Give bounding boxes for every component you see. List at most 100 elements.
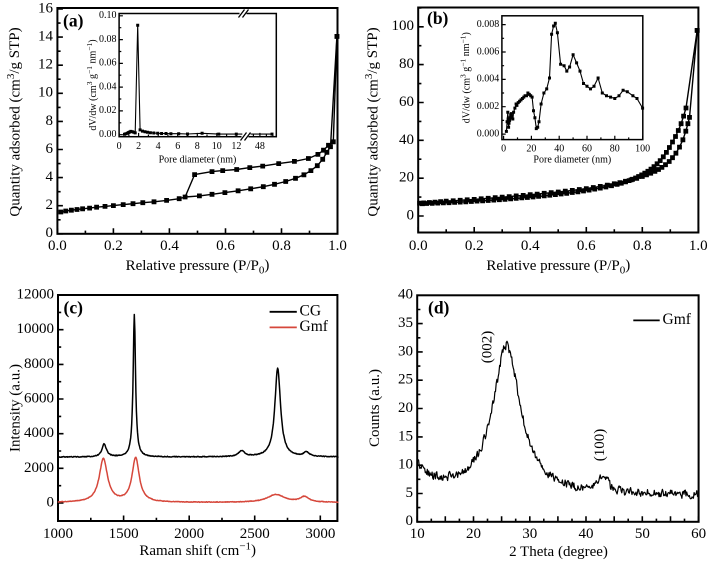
svg-text:8000: 8000 — [24, 356, 54, 372]
svg-text:Relative pressure (P/P0): Relative pressure (P/P0) — [126, 258, 270, 276]
svg-text:3000: 3000 — [305, 526, 335, 542]
svg-text:0.04: 0.04 — [99, 81, 117, 92]
svg-text:0.10: 0.10 — [99, 10, 117, 21]
svg-text:6: 6 — [175, 141, 180, 152]
svg-text:Gmf: Gmf — [663, 311, 692, 328]
svg-text:1500: 1500 — [109, 526, 139, 542]
svg-text:Quantity adsorbed (cm3/g STP): Quantity adsorbed (cm3/g STP) — [5, 27, 24, 216]
svg-text:60: 60 — [691, 526, 706, 542]
svg-text:Pore diameter (nm): Pore diameter (nm) — [159, 154, 237, 165]
svg-text:Raman shift (cm−1): Raman shift (cm−1) — [139, 540, 256, 559]
svg-text:2500: 2500 — [240, 526, 270, 542]
svg-text:0.6: 0.6 — [577, 238, 596, 254]
svg-text:1.0: 1.0 — [689, 238, 708, 254]
svg-text:35: 35 — [398, 315, 413, 331]
svg-text:12: 12 — [231, 141, 241, 152]
svg-text:0.2: 0.2 — [465, 238, 484, 254]
svg-text:100: 100 — [635, 143, 650, 154]
svg-text:0.0: 0.0 — [409, 238, 428, 254]
svg-text:6: 6 — [46, 141, 54, 157]
svg-text:dV/dw (cm3 g−1 nm−1): dV/dw (cm3 g−1 nm−1) — [458, 32, 472, 123]
svg-text:1000: 1000 — [43, 526, 73, 542]
svg-text:100: 100 — [392, 18, 415, 34]
svg-text:0.00: 0.00 — [99, 129, 117, 140]
svg-text:(002): (002) — [479, 331, 495, 364]
svg-text:Gmf: Gmf — [300, 318, 329, 335]
svg-text:2000: 2000 — [174, 526, 204, 542]
svg-text:0: 0 — [46, 225, 54, 241]
svg-text:80: 80 — [610, 143, 620, 154]
svg-text:80: 80 — [399, 56, 414, 72]
svg-text:0.006: 0.006 — [477, 46, 500, 57]
svg-text:0.8: 0.8 — [272, 238, 291, 254]
svg-text:Quantity adsorbed (cm3/g STP): Quantity adsorbed (cm3/g STP) — [363, 27, 382, 216]
svg-text:4: 4 — [46, 169, 54, 185]
svg-text:10000: 10000 — [17, 321, 55, 337]
svg-text:Intensity (a.u.): Intensity (a.u.) — [7, 364, 23, 452]
svg-text:(a): (a) — [63, 11, 84, 31]
svg-text:0.0: 0.0 — [48, 238, 67, 254]
svg-text:4000: 4000 — [24, 425, 54, 441]
svg-text:5: 5 — [406, 485, 414, 501]
svg-text:30: 30 — [398, 343, 413, 359]
svg-text:12: 12 — [38, 57, 53, 73]
svg-text:(b): (b) — [427, 8, 449, 28]
svg-text:0.000: 0.000 — [477, 128, 500, 139]
svg-text:48: 48 — [255, 141, 265, 152]
svg-text:14: 14 — [38, 29, 54, 45]
svg-text:40: 40 — [579, 526, 594, 542]
svg-text:60: 60 — [399, 94, 414, 110]
svg-text:0: 0 — [47, 494, 55, 510]
svg-text:0.2: 0.2 — [104, 238, 123, 254]
svg-text:20: 20 — [399, 170, 414, 186]
svg-text:8: 8 — [46, 113, 54, 129]
svg-text:25: 25 — [398, 372, 413, 388]
svg-text:2: 2 — [46, 197, 54, 213]
svg-text:60: 60 — [582, 143, 592, 154]
svg-text:0.002: 0.002 — [477, 101, 500, 112]
svg-text:40: 40 — [398, 287, 413, 303]
svg-text:15: 15 — [398, 428, 413, 444]
svg-text:12000: 12000 — [17, 287, 55, 303]
svg-text:10: 10 — [212, 141, 222, 152]
svg-text:10: 10 — [410, 526, 425, 542]
svg-text:10: 10 — [398, 457, 413, 473]
svg-text:20: 20 — [526, 143, 536, 154]
svg-text:0: 0 — [117, 141, 122, 152]
svg-text:0: 0 — [407, 207, 415, 223]
svg-text:50: 50 — [635, 526, 650, 542]
svg-text:2 Theta (degree): 2 Theta (degree) — [509, 544, 608, 560]
svg-text:0.08: 0.08 — [99, 34, 117, 45]
svg-text:Counts (a.u.): Counts (a.u.) — [367, 369, 383, 447]
svg-text:0: 0 — [406, 513, 414, 529]
svg-text:(100): (100) — [592, 429, 608, 462]
svg-text:0.6: 0.6 — [216, 238, 235, 254]
svg-text:Relative pressure (P/P0): Relative pressure (P/P0) — [486, 258, 630, 276]
svg-text:CG: CG — [300, 302, 322, 319]
svg-text:8: 8 — [195, 141, 200, 152]
svg-text:10: 10 — [38, 85, 53, 101]
svg-text:30: 30 — [522, 526, 537, 542]
svg-text:40: 40 — [399, 132, 414, 148]
svg-text:0: 0 — [501, 143, 506, 154]
svg-text:0.4: 0.4 — [160, 238, 179, 254]
svg-text:2: 2 — [136, 141, 141, 152]
svg-text:(c): (c) — [64, 298, 84, 318]
svg-text:dV/dw (cm3 g−1 nm−1): dV/dw (cm3 g−1 nm−1) — [85, 39, 99, 130]
svg-text:20: 20 — [466, 526, 481, 542]
svg-text:0.4: 0.4 — [521, 238, 540, 254]
svg-text:0.02: 0.02 — [99, 105, 117, 116]
svg-text:0.004: 0.004 — [477, 74, 500, 85]
svg-text:(d): (d) — [428, 298, 450, 318]
svg-text:1.0: 1.0 — [328, 238, 347, 254]
svg-text:4: 4 — [156, 141, 161, 152]
svg-text:0.06: 0.06 — [99, 58, 117, 69]
svg-text:20: 20 — [398, 400, 413, 416]
svg-text:40: 40 — [554, 143, 564, 154]
svg-text:6000: 6000 — [24, 390, 54, 406]
svg-text:16: 16 — [38, 0, 54, 16]
svg-text:0.008: 0.008 — [477, 19, 500, 30]
svg-text:0.8: 0.8 — [633, 238, 652, 254]
svg-text:2000: 2000 — [24, 460, 54, 476]
svg-text:Pore diameter (nm): Pore diameter (nm) — [533, 154, 611, 165]
